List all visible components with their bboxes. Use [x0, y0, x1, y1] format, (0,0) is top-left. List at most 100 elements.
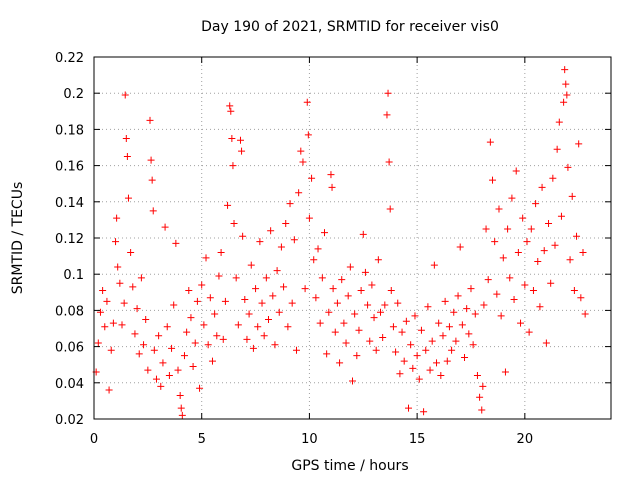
data-point — [493, 290, 501, 298]
data-point — [303, 98, 311, 106]
x-tick-label: 0 — [90, 432, 98, 447]
data-point — [379, 334, 387, 342]
x-tick-label: 15 — [409, 432, 426, 447]
data-point — [120, 299, 128, 307]
data-point — [183, 328, 191, 336]
data-point — [387, 286, 395, 294]
data-point — [163, 323, 171, 331]
data-point — [454, 292, 462, 300]
data-point — [384, 89, 392, 97]
data-point — [561, 66, 569, 74]
data-point — [219, 335, 227, 343]
data-point — [239, 232, 247, 240]
data-point — [249, 344, 257, 352]
data-point — [426, 366, 434, 374]
data-point — [392, 348, 400, 356]
data-point — [428, 337, 436, 345]
data-point — [424, 303, 432, 311]
y-tick-label: 0.02 — [55, 413, 84, 428]
data-point — [262, 274, 270, 282]
data-point — [155, 332, 163, 340]
data-point — [497, 312, 505, 320]
data-point — [331, 328, 339, 336]
data-point — [549, 174, 557, 182]
data-point — [415, 375, 423, 383]
data-point — [116, 279, 124, 287]
data-point — [193, 297, 201, 305]
data-point — [405, 404, 413, 412]
data-point — [297, 147, 305, 155]
data-point — [221, 297, 229, 305]
data-point — [147, 156, 155, 164]
data-point — [327, 171, 335, 179]
data-points — [92, 66, 589, 419]
data-point — [430, 261, 438, 269]
data-point — [448, 346, 456, 354]
y-tick-label: 0.16 — [55, 160, 84, 175]
x-axis-label: GPS time / hours — [291, 458, 408, 474]
data-point — [103, 297, 111, 305]
data-point — [374, 256, 382, 264]
data-point — [389, 323, 397, 331]
data-point — [439, 332, 447, 340]
data-point — [482, 225, 490, 233]
data-point — [473, 372, 481, 380]
data-point — [465, 330, 473, 338]
data-point — [527, 225, 535, 233]
data-point — [523, 238, 531, 246]
data-point — [150, 346, 158, 354]
data-point — [564, 163, 572, 171]
y-tick-label: 0.04 — [55, 377, 84, 392]
data-point — [452, 337, 460, 345]
data-point — [107, 346, 115, 354]
data-point — [435, 319, 443, 327]
data-point — [353, 352, 361, 360]
data-point — [109, 319, 117, 327]
data-point — [112, 238, 120, 246]
data-point — [433, 359, 441, 367]
data-point — [149, 207, 157, 215]
data-point — [196, 384, 204, 392]
y-axis-label: SRMTID / TECUs — [10, 182, 26, 295]
data-point — [417, 326, 425, 334]
data-point — [478, 406, 486, 414]
data-point — [308, 174, 316, 182]
data-point — [267, 227, 275, 235]
data-point — [437, 372, 445, 380]
data-point — [299, 158, 307, 166]
data-point — [383, 111, 391, 119]
data-point — [165, 372, 173, 380]
data-point — [122, 134, 130, 142]
data-point — [514, 248, 522, 256]
grid-lines — [94, 57, 611, 419]
data-point — [529, 286, 537, 294]
data-point — [224, 201, 232, 209]
data-point — [99, 286, 107, 294]
data-point — [176, 391, 184, 399]
data-point — [204, 341, 212, 349]
data-point — [185, 286, 193, 294]
data-point — [420, 408, 428, 416]
data-point — [275, 308, 283, 316]
data-point — [217, 248, 225, 256]
data-point — [152, 375, 160, 383]
data-point — [398, 328, 406, 336]
y-tick-label: 0.2 — [63, 87, 84, 102]
data-point — [144, 366, 152, 374]
data-point — [206, 294, 214, 302]
data-point — [385, 158, 393, 166]
data-point — [349, 377, 356, 385]
data-point — [228, 134, 236, 142]
data-point — [323, 350, 331, 358]
data-point — [133, 305, 141, 313]
data-point — [202, 254, 210, 262]
data-point — [277, 243, 285, 251]
data-point — [545, 220, 553, 228]
plot-frame — [93, 56, 612, 420]
data-point — [305, 214, 313, 222]
data-point — [456, 243, 464, 251]
data-point — [213, 332, 221, 340]
data-point — [381, 301, 389, 309]
data-point — [532, 200, 540, 208]
